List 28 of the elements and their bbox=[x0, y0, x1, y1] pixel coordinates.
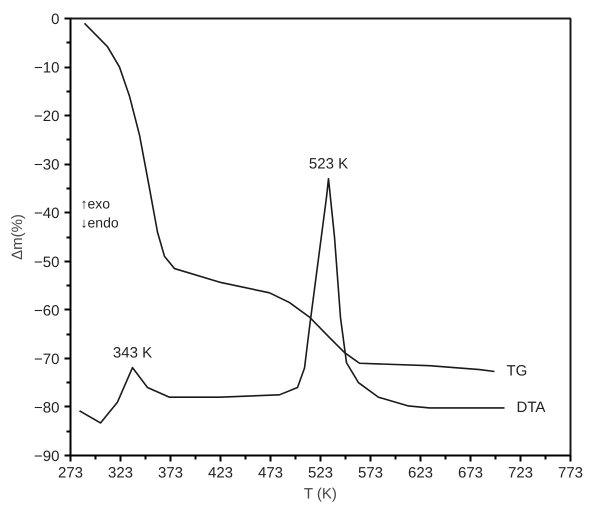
y-tick-label: −10 bbox=[34, 60, 60, 77]
annotation: ↑exo ↓endo bbox=[80, 195, 119, 230]
y-tick-label: −70 bbox=[34, 350, 60, 368]
y-tick-label: 0 bbox=[51, 11, 60, 28]
y-tick-label: −50 bbox=[34, 254, 60, 271]
y-tick-label: −90 bbox=[34, 448, 60, 465]
x-tick-label: 573 bbox=[358, 464, 384, 482]
x-tick-label: 323 bbox=[108, 464, 134, 482]
x-tick-label: 723 bbox=[508, 464, 534, 482]
series-label: DTA bbox=[516, 398, 546, 416]
x-tick-label: 773 bbox=[558, 464, 584, 482]
y-tick-label: −30 bbox=[34, 156, 60, 174]
y-tick-label: −20 bbox=[34, 108, 60, 126]
x-tick-label: 623 bbox=[408, 464, 434, 482]
x-axis-title: T (K) bbox=[304, 486, 337, 502]
y-tick-label: −80 bbox=[34, 399, 60, 416]
series-label: TG bbox=[506, 362, 528, 380]
annotation: 343 K bbox=[112, 344, 152, 362]
y-tick-label: −60 bbox=[34, 302, 60, 320]
annotation: 523 K bbox=[308, 156, 348, 173]
x-tick-label: 523 bbox=[308, 464, 334, 482]
y-axis-title: Δm(%) bbox=[9, 214, 26, 260]
x-tick-label: 373 bbox=[158, 464, 184, 482]
y-tick-label: −40 bbox=[34, 205, 60, 222]
x-tick-label: 673 bbox=[458, 464, 484, 482]
x-tick-label: 423 bbox=[208, 464, 234, 482]
x-tick-label: 273 bbox=[58, 464, 84, 482]
x-tick-label: 473 bbox=[258, 464, 284, 482]
